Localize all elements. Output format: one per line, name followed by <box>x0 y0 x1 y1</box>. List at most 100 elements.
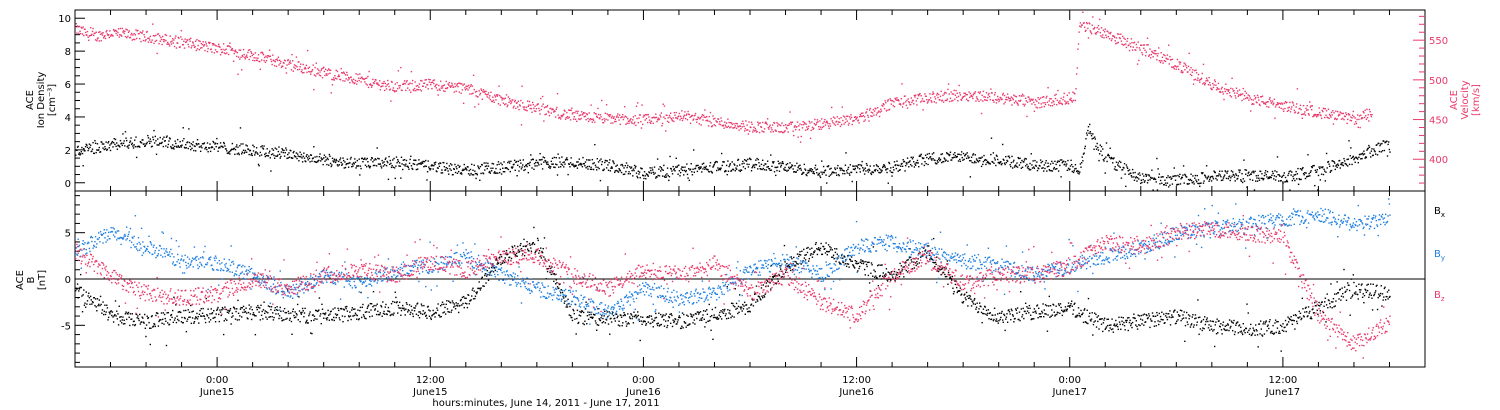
data-point <box>134 323 137 326</box>
data-point <box>730 169 733 172</box>
data-point <box>492 99 495 102</box>
data-point <box>701 171 703 173</box>
data-point <box>768 126 771 128</box>
data-point <box>570 109 572 112</box>
data-point <box>761 130 763 132</box>
data-point <box>1130 172 1132 174</box>
data-point <box>1367 114 1369 116</box>
data-point <box>712 115 714 117</box>
data-point <box>1062 96 1065 98</box>
data-point <box>680 117 682 120</box>
data-point <box>754 127 756 130</box>
data-point <box>139 140 142 143</box>
data-point <box>104 304 106 306</box>
data-point <box>134 38 136 41</box>
data-point <box>152 138 155 141</box>
data-point <box>346 162 348 165</box>
data-point <box>158 42 160 45</box>
data-point <box>727 170 730 172</box>
data-point <box>480 287 482 289</box>
data-point <box>434 84 437 86</box>
data-point <box>131 39 133 41</box>
data-point <box>934 162 937 164</box>
data-point <box>473 290 475 292</box>
data-point <box>314 75 317 77</box>
data-point <box>492 96 494 98</box>
data-point <box>859 113 861 116</box>
data-point <box>890 167 892 169</box>
data-point <box>308 155 310 157</box>
data-point <box>757 124 760 126</box>
data-point <box>1319 111 1321 114</box>
data-point <box>154 135 156 138</box>
data-point <box>698 168 700 170</box>
data-point <box>1034 159 1036 162</box>
data-point <box>1113 168 1116 170</box>
data-point <box>267 155 270 157</box>
data-point <box>286 157 288 160</box>
data-point <box>841 169 843 171</box>
data-point <box>645 113 647 116</box>
data-point <box>927 101 929 103</box>
data-point <box>1321 109 1323 112</box>
data-point <box>185 309 187 312</box>
data-point <box>1076 67 1078 69</box>
data-point <box>415 168 418 171</box>
data-point <box>461 173 463 175</box>
data-point <box>623 116 625 119</box>
data-point <box>1005 156 1007 158</box>
data-point <box>1235 173 1237 175</box>
data-point <box>283 149 285 152</box>
data-point <box>349 315 352 317</box>
data-point <box>561 116 563 118</box>
data-point <box>491 162 493 165</box>
data-point <box>1098 153 1101 155</box>
data-point <box>808 120 811 123</box>
data-point <box>293 316 296 319</box>
data-point <box>1197 179 1200 181</box>
data-point <box>205 297 207 300</box>
data-point <box>79 30 81 32</box>
data-point <box>847 168 849 171</box>
data-point <box>322 163 324 166</box>
data-point <box>165 136 168 138</box>
data-point <box>353 314 355 317</box>
data-point <box>850 171 853 174</box>
data-point <box>831 106 833 109</box>
data-point <box>215 45 217 47</box>
data-point <box>884 166 886 168</box>
data-point <box>860 165 863 167</box>
data-point <box>1210 180 1213 182</box>
data-point <box>696 121 698 123</box>
data-point <box>1068 92 1070 94</box>
data-point <box>924 93 926 95</box>
data-point <box>893 161 896 163</box>
density-tick-label: 0 <box>65 179 71 190</box>
data-point <box>428 166 430 168</box>
data-point <box>499 104 502 106</box>
data-point <box>556 164 558 166</box>
data-point <box>207 151 209 153</box>
data-point <box>1127 170 1129 172</box>
data-point <box>599 114 602 116</box>
data-point <box>548 165 551 167</box>
data-point <box>1343 160 1346 162</box>
data-point <box>1278 106 1281 108</box>
data-point <box>515 160 518 163</box>
data-point <box>868 169 871 172</box>
data-point <box>1158 176 1160 178</box>
data-point <box>597 107 599 110</box>
data-point <box>229 307 232 310</box>
data-point <box>283 319 285 321</box>
data-point <box>642 174 645 177</box>
data-point <box>310 332 312 334</box>
data-point <box>627 173 630 175</box>
data-point <box>359 73 361 75</box>
data-point <box>842 119 844 122</box>
data-point <box>1207 80 1209 82</box>
data-point <box>149 138 152 140</box>
data-point <box>328 164 330 166</box>
data-point <box>95 306 97 308</box>
data-point <box>306 157 309 159</box>
data-point <box>320 322 322 325</box>
